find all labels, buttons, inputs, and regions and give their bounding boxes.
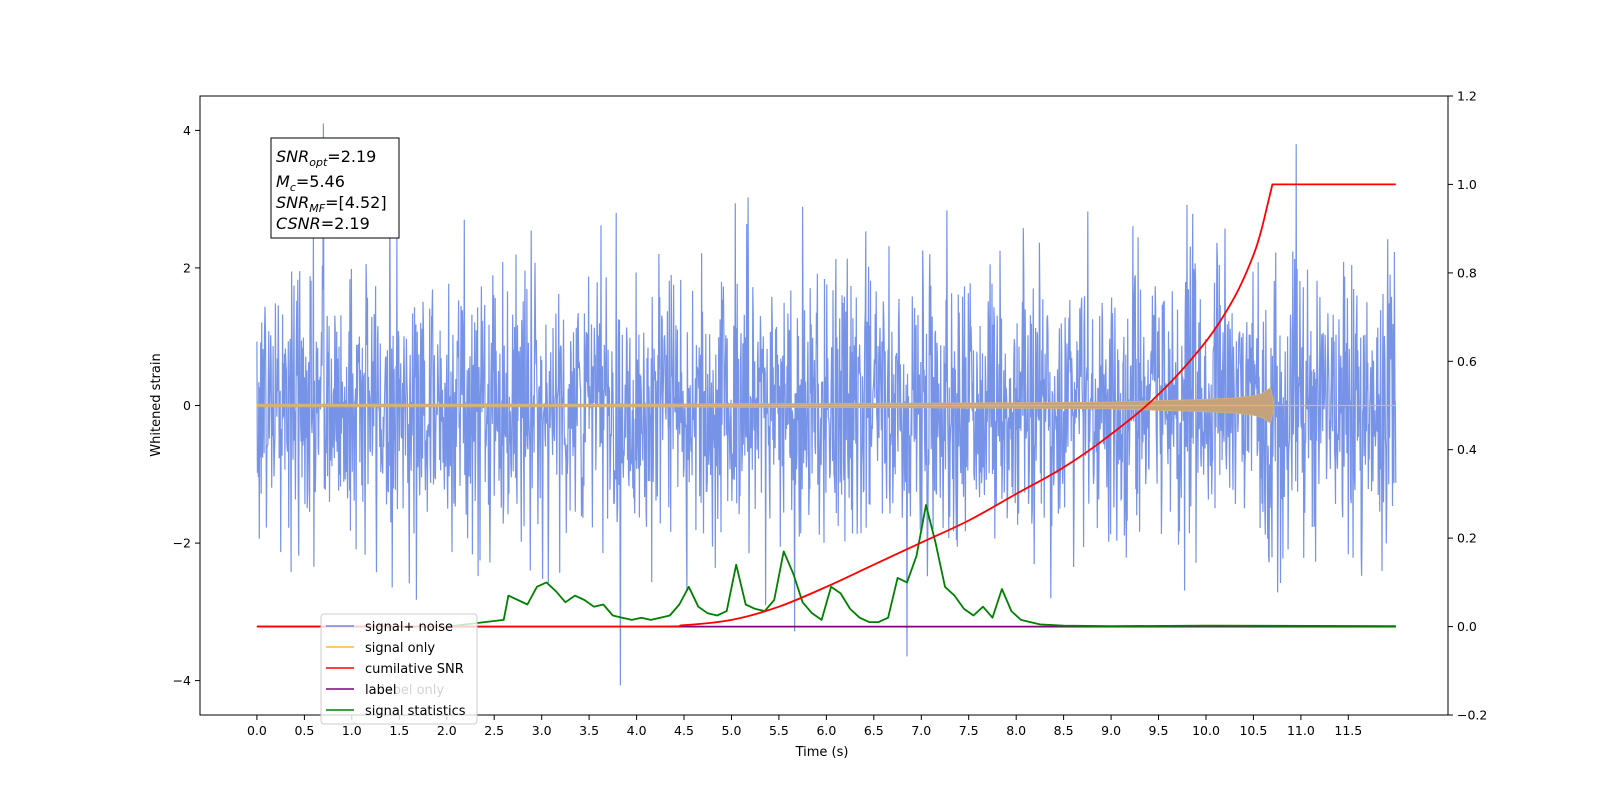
x-tick-label: 4.0 (627, 723, 647, 738)
y2-tick-label: 0.2 (1457, 531, 1477, 546)
x-tick-label: 10.0 (1192, 723, 1220, 738)
y2-tick-label: 0.8 (1457, 265, 1477, 280)
y-axis-label: Whitened strain (149, 353, 164, 456)
x-tick-label: 7.5 (959, 723, 979, 738)
annotation-csnr: CSNR=2.19 (276, 214, 370, 233)
x-tick-label: 7.0 (911, 723, 931, 738)
y-tick-label: −2 (173, 536, 191, 551)
legend-label-signal-noise: signal+ noise (365, 620, 453, 635)
legend-label-label-only: label only (381, 683, 444, 698)
plot-area (256, 123, 1397, 686)
x-axis-label: Time (s) (795, 745, 849, 760)
legend-label-cumulative-snr: cumilative SNR (365, 662, 464, 677)
y2-tick-label: 0.4 (1457, 442, 1477, 457)
x-tick-label: 1.5 (389, 723, 409, 738)
series-signal-noise (256, 123, 1397, 686)
y-axis-right: 1.2 1.0 0.8 0.6 0.4 0.2 0.0 −0.2 (1448, 89, 1487, 723)
y2-tick-label: 1.2 (1457, 89, 1477, 104)
x-tick-label: 0.5 (294, 723, 314, 738)
x-tick-label: 5.5 (769, 723, 789, 738)
y-tick-label: 2 (183, 260, 191, 275)
annotation-mc: Mc=5.46 (276, 172, 345, 194)
x-tick-label: 8.5 (1054, 723, 1074, 738)
legend-label-label: label (365, 683, 396, 698)
x-tick-label: 9.5 (1149, 723, 1169, 738)
y-axis-left: 4 2 0 −2 −4 (173, 123, 200, 688)
x-tick-label: 8.0 (1006, 723, 1026, 738)
y-tick-label: 4 (183, 123, 191, 138)
y2-tick-label: 0.0 (1457, 619, 1477, 634)
y2-tick-label: −0.2 (1457, 708, 1487, 723)
x-tick-label: 11.0 (1287, 723, 1315, 738)
series-cumulative-snr (256, 183, 1396, 628)
x-tick-label: 3.0 (532, 723, 552, 738)
y-tick-label: 0 (183, 398, 191, 413)
annotation-box: SNRopt=2.19 Mc=5.46 SNRMF=[4.52] CSNR=2.… (270, 137, 400, 239)
x-tick-label: 2.5 (484, 723, 504, 738)
x-tick-label: 6.0 (816, 723, 836, 738)
x-tick-label: 5.0 (722, 723, 742, 738)
x-tick-label: 11.5 (1334, 723, 1362, 738)
legend-label-signal-statistics: signal statistics (365, 704, 466, 719)
annotation-snr-mf: SNRMF=[4.52] (276, 193, 387, 215)
series-signal-statistics (256, 504, 1396, 628)
legend: signal+ noise signal only cumilative SNR… (320, 613, 478, 725)
x-tick-label: 0.0 (247, 723, 267, 738)
x-tick-label: 3.5 (579, 723, 599, 738)
x-tick-label: 2.0 (437, 723, 457, 738)
x-tick-label: 10.5 (1239, 723, 1267, 738)
annotation-snr-opt: SNRopt=2.19 (276, 147, 376, 169)
x-tick-label: 9.0 (1101, 723, 1121, 738)
y2-tick-label: 1.0 (1457, 177, 1477, 192)
y-tick-label: −4 (173, 673, 191, 688)
legend-label-signal-only: signal only (365, 641, 435, 656)
x-tick-label: 4.5 (674, 723, 694, 738)
y2-tick-label: 0.6 (1457, 354, 1477, 369)
x-axis: 0.0 0.5 1.0 1.5 2.0 2.5 3.0 3.5 4.0 4.5 5.0 5.5 6.0 6… (247, 715, 1362, 738)
x-tick-label: 1.0 (342, 723, 362, 738)
x-tick-label: 6.5 (864, 723, 884, 738)
